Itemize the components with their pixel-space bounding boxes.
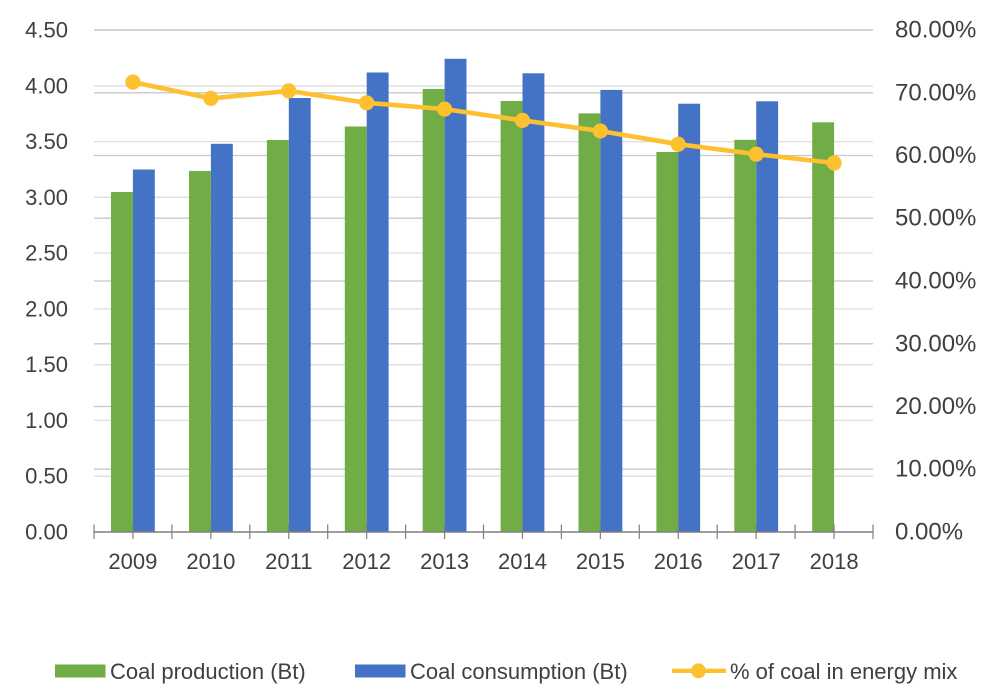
svg-text:1.50: 1.50 bbox=[25, 352, 68, 377]
svg-text:30.00%: 30.00% bbox=[895, 330, 976, 357]
svg-text:70.00%: 70.00% bbox=[895, 79, 976, 106]
svg-text:2015: 2015 bbox=[576, 549, 625, 574]
svg-text:40.00%: 40.00% bbox=[895, 268, 976, 295]
svg-text:2010: 2010 bbox=[186, 549, 235, 574]
svg-text:0.50: 0.50 bbox=[25, 464, 68, 489]
svg-text:50.00%: 50.00% bbox=[895, 205, 976, 232]
svg-text:2009: 2009 bbox=[108, 549, 157, 574]
svg-text:2016: 2016 bbox=[654, 549, 703, 574]
svg-text:Coal consumption (Bt): Coal consumption (Bt) bbox=[410, 659, 628, 684]
svg-text:2011: 2011 bbox=[265, 549, 312, 574]
svg-text:2014: 2014 bbox=[498, 549, 547, 574]
svg-text:10.00%: 10.00% bbox=[895, 456, 976, 483]
svg-text:80.00%: 80.00% bbox=[895, 17, 976, 44]
svg-text:2017: 2017 bbox=[732, 549, 781, 574]
svg-text:% of coal in energy mix: % of coal in energy mix bbox=[730, 659, 957, 684]
svg-text:4.00: 4.00 bbox=[25, 73, 68, 98]
svg-text:1.00: 1.00 bbox=[25, 408, 68, 433]
svg-text:60.00%: 60.00% bbox=[895, 142, 976, 169]
svg-text:3.00: 3.00 bbox=[25, 185, 68, 210]
svg-text:4.50: 4.50 bbox=[25, 18, 68, 43]
svg-text:0.00%: 0.00% bbox=[895, 519, 963, 546]
svg-text:0.00: 0.00 bbox=[25, 520, 68, 545]
svg-text:3.50: 3.50 bbox=[25, 129, 68, 154]
svg-text:2.50: 2.50 bbox=[25, 241, 68, 266]
svg-text:20.00%: 20.00% bbox=[895, 393, 976, 420]
svg-text:Coal production (Bt): Coal production (Bt) bbox=[110, 659, 306, 684]
svg-text:2013: 2013 bbox=[420, 549, 469, 574]
svg-text:2012: 2012 bbox=[342, 549, 391, 574]
svg-text:2.00: 2.00 bbox=[25, 296, 68, 321]
svg-text:2018: 2018 bbox=[810, 549, 859, 574]
